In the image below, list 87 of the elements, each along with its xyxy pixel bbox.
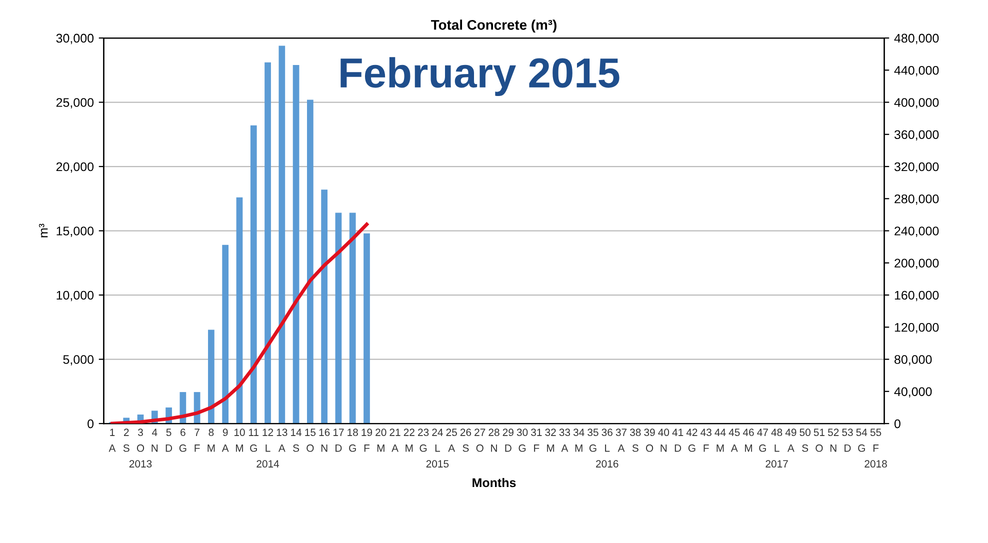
line-series — [110, 222, 368, 424]
x-tick-label: 18 G — [348, 428, 358, 452]
bar — [236, 197, 243, 424]
x-tick-label: 38 S — [630, 428, 641, 452]
x-tick-label: 20 M — [376, 428, 386, 452]
y-tick-label: 20,000 — [56, 162, 94, 173]
bar — [222, 244, 229, 424]
y2-tick-label: 160,000 — [894, 290, 939, 302]
y-tick-label: 0 — [88, 419, 94, 428]
x-tick-label: 40 N — [658, 428, 670, 452]
y-axis-title: m³ — [38, 224, 48, 238]
y2-tick-label: 0 — [894, 419, 900, 428]
bar — [292, 64, 300, 424]
x-tick-label: 16 N — [319, 428, 330, 452]
y2-tick-label: 480,000 — [894, 34, 939, 44]
x-tick-label: 27 O — [474, 428, 486, 452]
x-tick-label: 53 D — [842, 428, 853, 452]
bar — [264, 62, 271, 424]
x-tick-label: 8 M — [208, 428, 215, 452]
x-tick-label: 14 S — [291, 428, 302, 452]
x-tick-label: 6 G — [179, 428, 186, 452]
bar — [307, 100, 314, 424]
x-tick-label: 2 S — [123, 428, 130, 452]
bar — [208, 330, 214, 424]
x-tick-label: 21 A — [390, 428, 400, 452]
x-tick-label: 49 A — [785, 428, 796, 452]
y-tick-label: 25,000 — [56, 98, 94, 108]
bar — [321, 190, 328, 424]
x-tick-label: 34 M — [573, 428, 584, 452]
bar — [250, 125, 257, 424]
y2-tick-label: 400,000 — [894, 98, 939, 108]
x-tick-label: 30 G — [516, 428, 528, 452]
y2-tick-label: 120,000 — [894, 322, 939, 334]
x-tick-label: 32 M — [545, 428, 556, 452]
y2-tick-label: 80,000 — [894, 355, 932, 366]
y-tick-label: 5,000 — [63, 355, 94, 366]
y2-tick-label: 200,000 — [894, 258, 939, 270]
x-tick-label: 4 N — [152, 428, 158, 452]
y2-tick-label: 40,000 — [894, 387, 932, 398]
x-tick-label: 29 D — [502, 428, 514, 452]
y2-tick-label: 360,000 — [894, 130, 939, 141]
x-axis-title: Months — [472, 478, 516, 488]
x-tick-label: 9 A — [222, 428, 229, 452]
x-tick-label: 26 S — [460, 428, 472, 452]
x-tick-label: 28 N — [488, 428, 500, 452]
bar — [335, 212, 342, 424]
bar — [349, 212, 356, 424]
x-tick-label: 37 A — [616, 428, 627, 452]
x-tick-label: 10 M — [234, 428, 245, 452]
x-tick-label: 35 G — [588, 428, 598, 452]
bar — [364, 233, 370, 424]
x-tick-label: 47 G — [757, 428, 768, 452]
x-tick-label: 13 A — [276, 428, 288, 452]
x-tick-label: 50 S — [800, 428, 810, 452]
x-tick-label: 17 D — [333, 428, 344, 452]
y-tick-label: 15,000 — [56, 226, 94, 237]
x-tick-label: 3 O 2013 — [129, 428, 152, 468]
y2-tick-label: 320,000 — [894, 162, 939, 173]
x-tick-label: 11 G — [249, 428, 259, 452]
x-tick-label: 51 O — [814, 428, 824, 452]
chart-title: Total Concrete (m³) — [431, 20, 556, 33]
x-tick-label: 45 A — [728, 428, 740, 452]
x-tick-label: 39 O — [644, 428, 655, 452]
annotation: February 2015 — [340, 57, 620, 96]
x-tick-label: 5 D — [166, 428, 172, 452]
x-tick-label: 25 A — [446, 428, 457, 452]
x-tick-label: 23 G — [418, 428, 429, 452]
x-tick-label: 15 O — [305, 428, 316, 452]
x-tick-label: 7 F — [194, 428, 200, 452]
x-tick-label: 41 D — [672, 428, 684, 452]
y-tick-label: 10,000 — [56, 290, 94, 302]
x-tick-label: 46 M — [742, 428, 754, 452]
x-tick-label: 19 F — [362, 428, 372, 452]
x-tick-label: 43 F — [700, 428, 712, 452]
bar — [278, 46, 286, 424]
y2-tick-label: 240,000 — [894, 226, 939, 237]
x-tick-label: 31 F — [531, 428, 542, 452]
x-tick-label: 1 A — [108, 428, 116, 452]
y-tick-label: 30,000 — [56, 34, 94, 44]
x-tick-label: 52 N — [828, 428, 839, 452]
y2-tick-label: 440,000 — [894, 66, 939, 76]
x-tick-label: 42 G — [686, 428, 698, 452]
x-tick-label: 44 M — [714, 428, 726, 452]
x-tick-label: 22 M — [404, 428, 414, 452]
y2-tick-label: 280,000 — [894, 194, 939, 205]
x-tick-label: 33 A — [559, 428, 570, 452]
x-tick-label: 54 G — [856, 428, 868, 452]
